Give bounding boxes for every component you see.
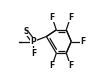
Text: F: F [31, 49, 36, 58]
Text: F: F [80, 37, 86, 46]
Text: F: F [68, 13, 73, 22]
Text: F: F [68, 61, 73, 70]
Text: P: P [31, 37, 36, 46]
Text: S: S [23, 27, 29, 36]
Text: F: F [50, 61, 55, 70]
Text: F: F [50, 13, 55, 22]
